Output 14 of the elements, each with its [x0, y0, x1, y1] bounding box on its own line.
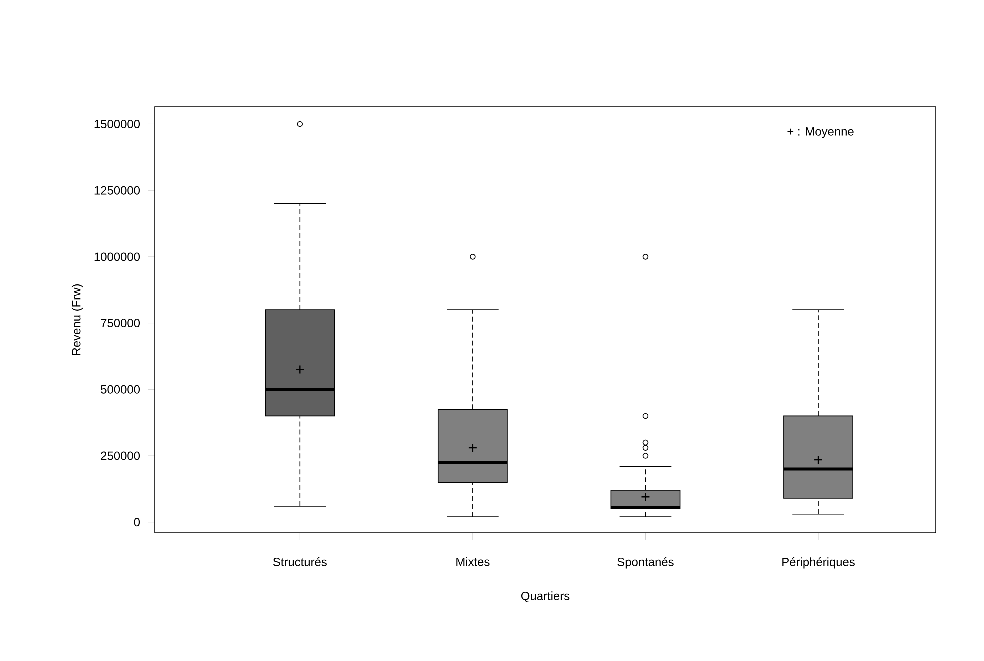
y-tick-label: 1000000: [94, 252, 140, 262]
y-tick-label: 750000: [101, 319, 140, 328]
x-tick-label: Spontanés: [618, 558, 674, 569]
annotation: + : Moyenne: [788, 128, 854, 138]
y-tick-label: 0: [134, 518, 140, 527]
x-tick-label: Mixtes: [456, 558, 490, 566]
y-tick-label: 500000: [101, 385, 140, 394]
y-tick-label: 250000: [101, 452, 140, 460]
x-axis-title: Quartiers: [521, 592, 570, 603]
y-axis-title: Revenu (Frw): [72, 284, 84, 356]
y-tick-label: 1250000: [94, 186, 140, 195]
x-tick-label: Structurés: [273, 558, 327, 566]
x-tick-label: Périphériques: [782, 558, 855, 569]
y-tick-label: 1500000: [94, 120, 140, 128]
